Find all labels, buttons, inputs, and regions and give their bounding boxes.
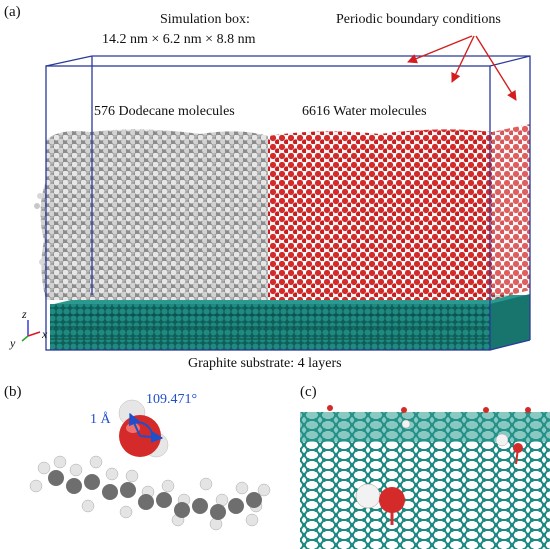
axis-triad [21, 320, 41, 342]
graphite-substrate [50, 294, 530, 350]
water-molecule-model [118, 399, 169, 458]
simulation-box [45, 55, 531, 351]
axis-z-label: z [22, 307, 27, 321]
panel-a-label: (a) [4, 4, 21, 20]
water-label: 6616 Water molecules [302, 104, 427, 119]
panel-c-label: (c) [300, 384, 317, 400]
panel-b-label: (b) [4, 384, 22, 400]
axis-x-label: x [42, 327, 48, 341]
adsorbed-water-molecules [327, 405, 531, 525]
angle-annotation [129, 412, 164, 443]
box-dimensions: 14.2 nm × 6.2 nm × 8.8 nm [102, 32, 256, 47]
water-block [268, 124, 530, 300]
substrate-label: Graphite substrate: 4 layers [188, 356, 342, 371]
bond-angle-label: 109.471° [146, 392, 198, 407]
pbc-arrows [407, 35, 517, 101]
bond-length-label: 1 Å [90, 412, 111, 427]
pbc-label: Periodic boundary conditions [336, 12, 501, 27]
dodecane-label: 576 Dodecane molecules [94, 104, 235, 119]
box-title: Simulation box: [160, 12, 250, 27]
axis-y-label: y [10, 336, 16, 350]
dodecane-block [34, 129, 268, 300]
graphite-surface-view [300, 412, 550, 549]
dodecane-molecule-model [29, 455, 271, 531]
